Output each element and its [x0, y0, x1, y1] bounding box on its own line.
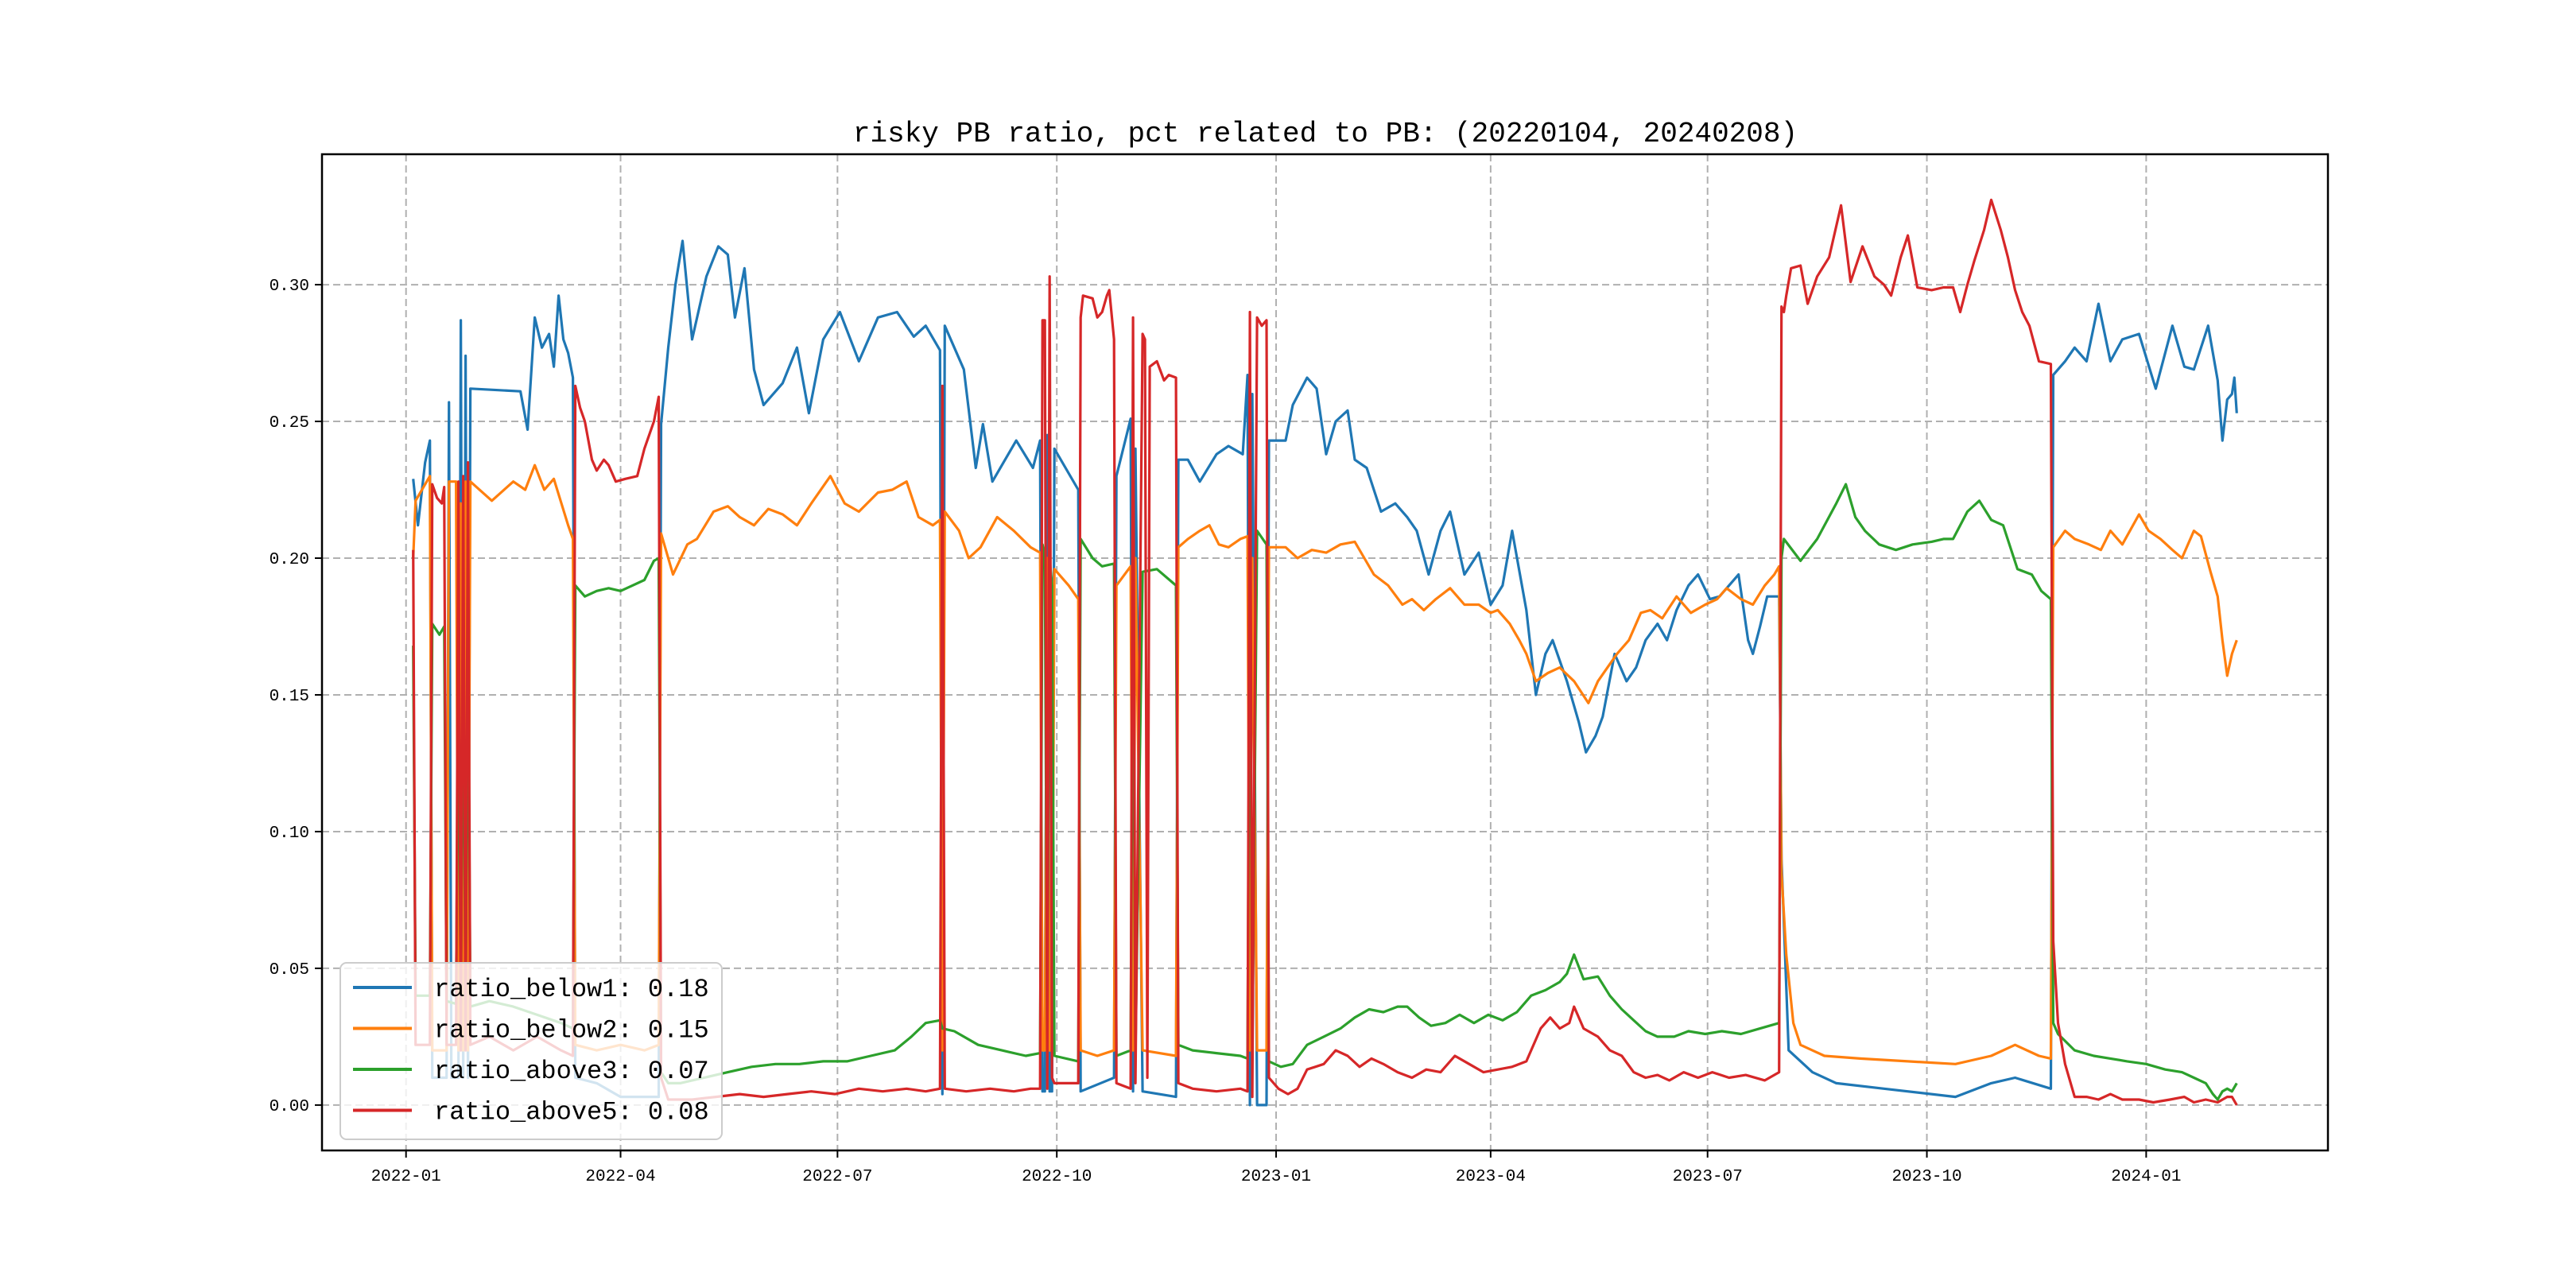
- y-tick-label: 0.10: [270, 824, 309, 843]
- x-tick-label: 2022-10: [1022, 1168, 1092, 1186]
- legend: ratio_below1: 0.18 ratio_below2: 0.15 rati…: [339, 962, 723, 1140]
- x-tick-label: 2022-07: [802, 1168, 872, 1186]
- y-tick-label: 0.00: [270, 1098, 309, 1116]
- axes-frame: [320, 153, 2330, 1152]
- chart-title: risky PB ratio, pct related to PB: (2022…: [853, 118, 1798, 150]
- x-axis: 2022-01 2022-04 2022-07 2022-10 2023-01 2023-…: [371, 1150, 2181, 1186]
- x-tick-label: 2023-07: [1673, 1168, 1743, 1186]
- x-tick-label: 2022-04: [585, 1168, 655, 1186]
- x-tick-label: 2024-01: [2111, 1168, 2181, 1186]
- legend-label-ratio_above5: ratio_above5: 0.08: [434, 1098, 709, 1127]
- x-tick-label: 2023-10: [1891, 1168, 1961, 1186]
- legend-label-ratio_above3: ratio_above3: 0.07: [434, 1057, 709, 1086]
- y-tick-label: 0.25: [270, 414, 309, 433]
- x-tick-label: 2023-01: [1241, 1168, 1311, 1186]
- series-line-ratio_above5: [412, 198, 2238, 1106]
- legend-box: [339, 962, 723, 1140]
- y-tick-label: 0.05: [270, 961, 309, 980]
- x-tick-label: 2022-01: [371, 1168, 441, 1186]
- y-tick-label: 0.15: [270, 688, 309, 706]
- y-axis: 0.00 0.05 0.10 0.15 0.20 0.25 0.30: [270, 277, 322, 1116]
- y-tick-label: 0.30: [270, 277, 309, 296]
- legend-label-ratio_below2: ratio_below2: 0.15: [434, 1016, 709, 1046]
- x-tick-label: 2023-04: [1456, 1168, 1526, 1186]
- series-line-ratio_below2: [412, 464, 2238, 1065]
- legend-label-ratio_below1: ratio_below1: 0.18: [434, 975, 709, 1004]
- y-tick-label: 0.20: [270, 551, 309, 569]
